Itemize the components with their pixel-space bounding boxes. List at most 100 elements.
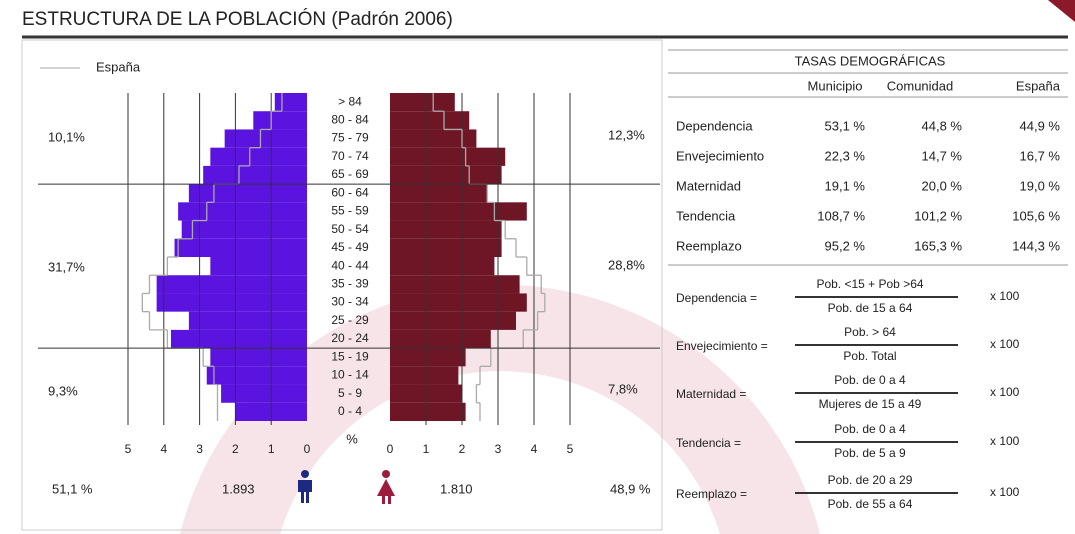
category-label: 10 - 14 <box>331 368 369 382</box>
category-label: 55 - 59 <box>331 204 369 218</box>
bar <box>210 147 307 166</box>
formula-denominator: Pob. de 5 a 9 <box>834 446 906 460</box>
category-label: 20 - 24 <box>331 331 369 345</box>
bar <box>390 202 527 221</box>
formula-label: Tendencia = <box>676 436 741 450</box>
bar <box>390 348 466 367</box>
column-header: Comunidad <box>887 78 954 93</box>
bar <box>181 220 307 239</box>
formula-numerator: Pob. de 0 a 4 <box>834 373 906 387</box>
bar <box>390 93 455 112</box>
bar <box>390 111 470 130</box>
bar <box>206 366 307 385</box>
x-tick-label: 0 <box>304 442 311 456</box>
x-tick-label: 3 <box>196 442 203 456</box>
bar <box>274 93 307 112</box>
total: 1.810 <box>440 481 473 496</box>
column-header: España <box>1016 78 1061 93</box>
bar <box>390 293 527 312</box>
category-label: 45 - 49 <box>331 240 369 254</box>
bar <box>390 257 495 276</box>
bar <box>390 238 502 257</box>
group-share: 10,1% <box>48 129 85 144</box>
formula-denominator: Pob. de 55 a 64 <box>828 497 913 511</box>
bar <box>390 129 477 148</box>
table-cell: 101,2 % <box>914 208 962 223</box>
category-label: 0 - 4 <box>338 404 362 418</box>
table-cell: 16,7 % <box>1020 148 1061 163</box>
table-cell: 53,1 % <box>825 118 866 133</box>
bar <box>188 184 307 203</box>
formula-label: Envejecimiento = <box>676 339 768 353</box>
formula-factor: x 100 <box>990 289 1020 303</box>
category-label: 35 - 39 <box>331 277 369 291</box>
table-cell: 144,3 % <box>1012 238 1060 253</box>
male-icon <box>298 470 312 503</box>
category-label: 15 - 19 <box>331 349 369 363</box>
table-cell: 95,2 % <box>825 238 866 253</box>
bar <box>390 275 520 294</box>
category-label: 80 - 84 <box>331 113 369 127</box>
row-label: Dependencia <box>676 118 753 133</box>
bar <box>221 384 307 403</box>
bar <box>170 329 307 349</box>
legend-label: España <box>96 59 141 74</box>
bar <box>178 202 307 221</box>
table-cell: 19,1 % <box>825 178 866 193</box>
table-cell: 19,0 % <box>1020 178 1061 193</box>
bar <box>390 147 506 166</box>
x-tick-label: 2 <box>459 442 466 456</box>
category-label: > 84 <box>338 94 362 108</box>
bar <box>390 402 466 421</box>
table-cell: 44,9 % <box>1020 118 1061 133</box>
bar <box>210 257 307 276</box>
group-share: 12,3% <box>608 127 645 142</box>
table-cell: 14,7 % <box>922 148 963 163</box>
bar <box>188 311 307 330</box>
bar <box>390 329 491 349</box>
bar <box>390 311 516 330</box>
total: 1.893 <box>222 481 255 496</box>
category-label: 40 - 44 <box>331 258 369 272</box>
x-axis-label: % <box>346 431 358 446</box>
table-cell: 165,3 % <box>914 238 962 253</box>
group-share: 31,7% <box>48 259 85 274</box>
column-header: Municipio <box>808 78 863 93</box>
table-title: TASAS DEMOGRÁFICAS <box>795 53 946 68</box>
background-arc <box>180 284 820 534</box>
x-tick-label: 1 <box>423 442 430 456</box>
category-label: 25 - 29 <box>331 313 369 327</box>
row-label: Tendencia <box>676 208 736 223</box>
page-title: ESTRUCTURA DE LA POBLACIÓN (Padrón 2006) <box>22 8 453 30</box>
corner-mark <box>1048 0 1075 22</box>
category-label: 30 - 34 <box>331 295 369 309</box>
formula-numerator: Pob. de 20 a 29 <box>828 473 913 487</box>
bar <box>253 111 307 130</box>
group-share: 9,3% <box>48 383 78 398</box>
bar <box>390 165 502 185</box>
row-label: Maternidad <box>676 178 741 193</box>
formula-numerator: Pob. > 64 <box>844 325 896 339</box>
formula-label: Dependencia = <box>676 291 757 305</box>
x-tick-label: 0 <box>387 442 394 456</box>
formula-label: Reemplazo = <box>676 487 747 501</box>
bar <box>156 275 307 294</box>
total: 48,9 % <box>610 481 651 496</box>
x-tick-label: 4 <box>531 442 538 456</box>
x-tick-label: 2 <box>232 442 239 456</box>
bar <box>174 238 307 257</box>
formula-label: Maternidad = <box>676 387 746 401</box>
bar <box>224 129 307 148</box>
table-cell: 105,6 % <box>1012 208 1060 223</box>
formula-factor: x 100 <box>990 485 1020 499</box>
bar <box>390 220 502 239</box>
formula-denominator: Mujeres de 15 a 49 <box>819 397 922 411</box>
formula-factor: x 100 <box>990 385 1020 399</box>
chart-frame <box>21 39 663 531</box>
category-label: 5 - 9 <box>338 386 362 400</box>
bar <box>390 366 459 385</box>
x-tick-label: 3 <box>495 442 502 456</box>
group-share: 28,8% <box>608 257 645 272</box>
bar <box>203 165 307 185</box>
